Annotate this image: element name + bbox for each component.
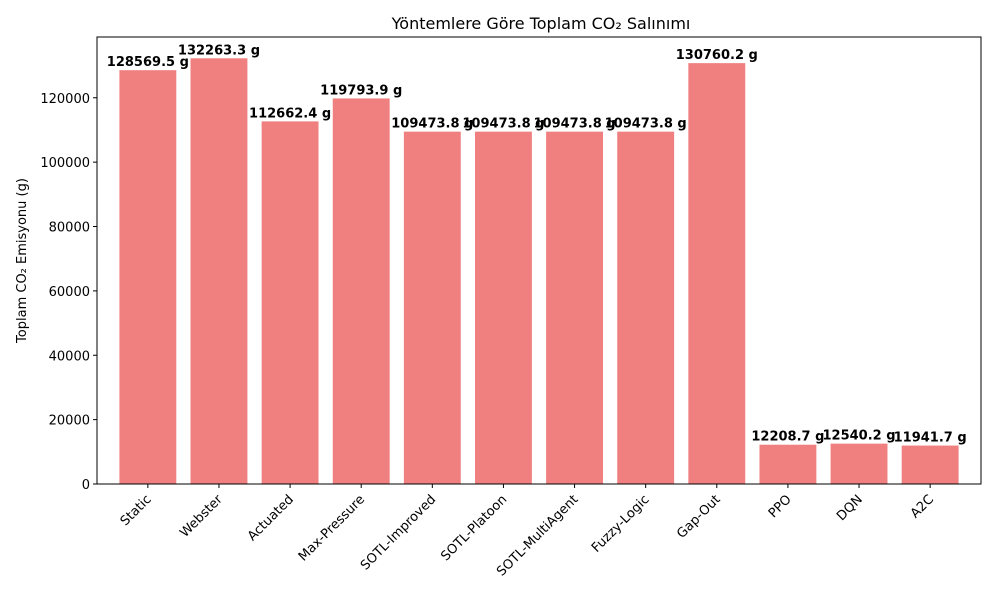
- x-tick-label: PPO: [766, 492, 795, 521]
- data-label: 112662.4 g: [249, 106, 331, 121]
- bar: [617, 131, 675, 485]
- bar: [119, 70, 177, 484]
- bar: [261, 121, 319, 485]
- x-tick-label: Static: [118, 492, 155, 529]
- y-axis: 0 20000 40000 60000 80000 100000 120000: [40, 92, 97, 493]
- bar: [332, 98, 390, 485]
- bar: [474, 131, 532, 485]
- data-label: 128569.5 g: [107, 55, 189, 70]
- data-label: 12540.2 g: [823, 429, 896, 444]
- x-tick-label: DQN: [834, 492, 866, 524]
- bar: [759, 444, 817, 484]
- data-label: 130760.2 g: [676, 48, 758, 63]
- chart-title: Yöntemlere Göre Toplam CO₂ Salınımı: [391, 14, 691, 33]
- y-tick-label: 40000: [49, 349, 90, 364]
- bar: [901, 445, 959, 484]
- data-label: 109473.8 g: [534, 117, 616, 132]
- data-label: 119793.9 g: [320, 83, 402, 98]
- x-axis: Static Webster ActuatedMax-PressureSOTL-Im…: [118, 484, 937, 579]
- y-tick-label: 0: [82, 478, 90, 493]
- y-tick-label: 80000: [49, 221, 90, 236]
- x-tick-label: SOTL-Platoon: [438, 492, 510, 564]
- y-tick-label: 60000: [49, 285, 90, 300]
- data-label: 109473.8 g: [391, 117, 473, 132]
- y-tick-label: 120000: [40, 92, 90, 107]
- data-label: 132263.3 g: [178, 43, 260, 58]
- x-tick-label: SOTL-Improved: [358, 492, 439, 573]
- bars-group: [119, 58, 959, 485]
- bar: [830, 443, 888, 484]
- data-label: 11941.7 g: [894, 431, 967, 446]
- x-tick-label: Fuzzy-Logic: [589, 492, 652, 555]
- x-tick-label: Max-Pressure: [296, 492, 368, 564]
- plot-frame: [96, 36, 982, 485]
- bar: [546, 131, 604, 485]
- bar: [688, 63, 746, 485]
- bar: [403, 131, 461, 485]
- y-tick-label: 100000: [40, 156, 90, 171]
- y-axis-label: Toplam CO₂ Emisyonu (g): [15, 178, 30, 344]
- x-tick-label: A2C: [908, 492, 937, 521]
- x-tick-label: Webster: [177, 492, 226, 541]
- bar: [190, 58, 248, 484]
- data-label: 109473.8 g: [462, 117, 544, 132]
- data-label: 109473.8 g: [605, 117, 687, 132]
- data-label: 12208.7 g: [751, 430, 824, 445]
- y-tick-label: 20000: [49, 414, 90, 429]
- x-tick-label: Actuated: [245, 492, 297, 544]
- x-tick-label: Gap-Out: [674, 492, 723, 541]
